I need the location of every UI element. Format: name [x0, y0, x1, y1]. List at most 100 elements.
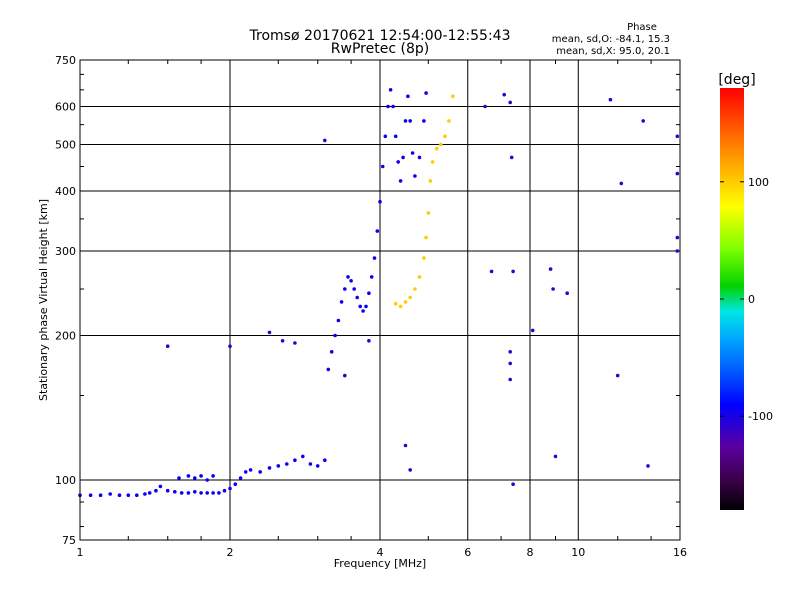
echo-point — [619, 181, 624, 186]
echo-point — [511, 269, 515, 274]
echo-point — [489, 269, 494, 274]
echo-point — [205, 478, 209, 482]
echo-point — [508, 350, 512, 354]
echo-point — [413, 287, 417, 291]
echo-point — [326, 367, 331, 372]
echo-point — [447, 119, 451, 123]
y-tick-label: 75 — [62, 534, 76, 547]
phase-info-o-mode: mean, sd,O: -84.1, 15.3 — [552, 34, 670, 45]
echo-point — [508, 100, 512, 105]
y-tick-label: 400 — [55, 185, 76, 198]
x-tick-label: 2 — [227, 546, 234, 559]
echo-point — [333, 333, 337, 338]
echo-point — [285, 462, 289, 466]
echo-point — [352, 287, 357, 291]
y-tick-label: 600 — [55, 101, 76, 114]
echo-point — [358, 304, 363, 309]
echo-point — [355, 295, 360, 300]
x-tick-label: 16 — [673, 546, 687, 559]
echo-point — [675, 134, 680, 139]
echo-point — [233, 482, 238, 487]
axis-ticks: 1 2 4 6 8 10 16 75 100 200 300 400 500 600 750 — [55, 54, 687, 559]
echo-point — [406, 94, 410, 99]
echo-point — [615, 373, 620, 378]
echo-point — [308, 462, 313, 466]
echo-point — [378, 199, 382, 204]
echo-point — [108, 492, 112, 496]
echo-point — [343, 373, 347, 378]
echo-point — [228, 344, 232, 349]
echo-point — [369, 275, 374, 279]
phase-info-title: Phase — [627, 22, 657, 33]
echo-point — [173, 490, 177, 494]
echo-point — [403, 443, 408, 448]
echo-point — [126, 493, 131, 498]
echo-point — [339, 300, 344, 304]
echo-point — [435, 146, 439, 151]
echo-point — [323, 138, 327, 143]
echo-point — [426, 211, 431, 215]
echo-point — [323, 458, 327, 463]
echo-point — [380, 164, 385, 169]
echo-point — [398, 179, 403, 183]
echo-point — [403, 119, 408, 123]
colorbar-tick-label: 0 — [748, 293, 755, 306]
y-tick-label: 500 — [55, 139, 76, 152]
x-tick-label: 6 — [464, 546, 471, 559]
echo-point — [211, 474, 215, 478]
echo-point — [483, 104, 487, 109]
echo-point — [186, 474, 191, 478]
echo-point — [293, 458, 297, 463]
echo-point — [396, 160, 401, 164]
colorbar-tick-label: -100 — [748, 410, 773, 423]
echo-point — [511, 482, 515, 487]
echo-point — [364, 304, 368, 309]
echo-point — [675, 171, 680, 176]
echo-point — [243, 470, 248, 474]
echo-point — [117, 493, 122, 498]
echo-point — [675, 249, 680, 253]
echo-point — [375, 229, 380, 233]
phase-info-x-mode: mean, sd,X: 95.0, 20.1 — [556, 46, 670, 57]
x-tick-label: 1 — [77, 546, 84, 559]
echo-point — [508, 361, 512, 366]
echo-point — [301, 454, 305, 459]
echo-point — [186, 491, 191, 495]
echo-point — [336, 318, 341, 323]
echo-point — [408, 468, 413, 472]
echo-point — [646, 464, 650, 468]
echo-point — [88, 493, 93, 498]
echo-point — [451, 94, 455, 99]
echo-point — [154, 488, 158, 493]
echo-point — [428, 179, 433, 183]
echo-point — [165, 488, 170, 493]
echo-point — [551, 287, 555, 291]
echo-point — [228, 486, 232, 491]
echo-point — [343, 287, 347, 291]
echo-point — [424, 91, 428, 95]
echo-point — [211, 491, 215, 495]
echo-point — [401, 155, 405, 160]
y-tick-label: 100 — [55, 474, 76, 487]
echo-point — [675, 235, 680, 240]
echo-point — [403, 300, 408, 304]
echo-point — [177, 476, 181, 480]
echo-point — [502, 92, 507, 97]
echo-point — [391, 104, 395, 109]
echo-point — [280, 339, 285, 343]
echo-point — [443, 134, 447, 139]
echo-point — [349, 279, 353, 283]
y-axis-label: Stationary phase Virtual Height [km] — [37, 199, 50, 401]
echo-point — [408, 295, 413, 300]
echo-point — [393, 301, 398, 306]
echo-point — [361, 309, 365, 313]
echo-point — [410, 151, 415, 155]
echo-point — [422, 119, 426, 123]
echo-point — [383, 134, 388, 139]
x-axis-label: Frequency [MHz] — [334, 557, 426, 570]
echo-point — [386, 104, 390, 109]
grid-lines — [80, 60, 680, 540]
echo-point — [199, 474, 203, 478]
